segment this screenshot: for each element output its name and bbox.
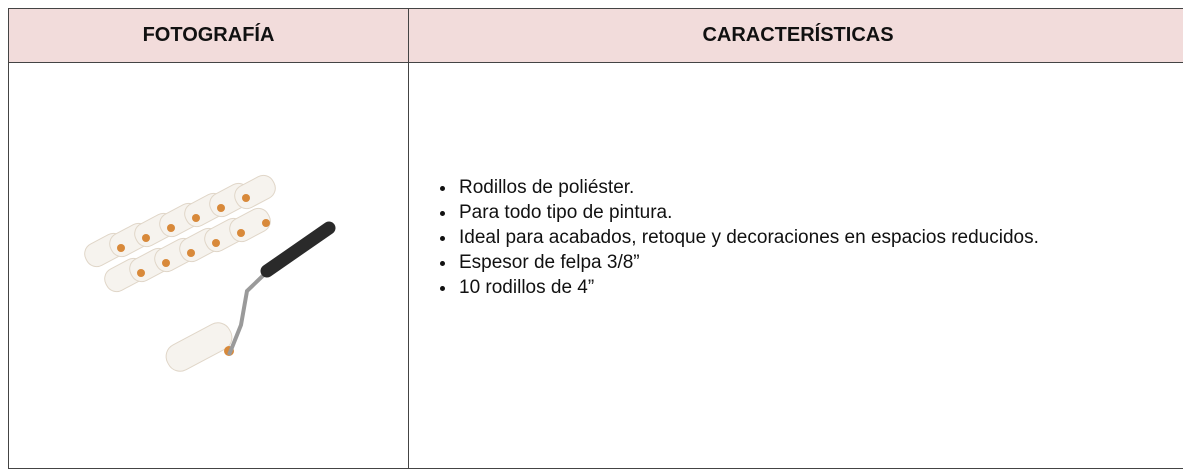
page: FOTOGRAFÍA CARACTERÍSTICAS	[0, 0, 1183, 459]
document: FOTOGRAFÍA CARACTERÍSTICAS	[8, 8, 1183, 468]
rollers	[81, 172, 329, 376]
feature: 10 rodillos de 4”	[457, 275, 1167, 300]
header-cell: FOTOGRAFÍA	[9, 9, 409, 63]
header-cell: CARACTERÍSTICAS	[409, 9, 1183, 63]
feature-list: Rodillos de poliéster. Para todo tipo de…	[409, 175, 1167, 300]
photo-cell	[9, 63, 409, 469]
features-cell: Rodillos de poliéster. Para todo tipo de…	[409, 63, 1183, 469]
feature: Espesor de felpa 3/8”	[457, 250, 1167, 275]
feature: Para todo tipo de pintura.	[457, 200, 1167, 225]
header-row: FOTOGRAFÍA CARACTERÍSTICAS	[9, 9, 1183, 63]
row: Rodillos de poliéster. Para todo tipo de…	[9, 63, 1183, 469]
feature: Rodillos de poliéster.	[457, 175, 1167, 200]
product-photo	[9, 63, 409, 463]
product-table: FOTOGRAFÍA CARACTERÍSTICAS	[8, 8, 1183, 469]
feature: Ideal para acabados, retoque y decoracio…	[457, 225, 1167, 250]
